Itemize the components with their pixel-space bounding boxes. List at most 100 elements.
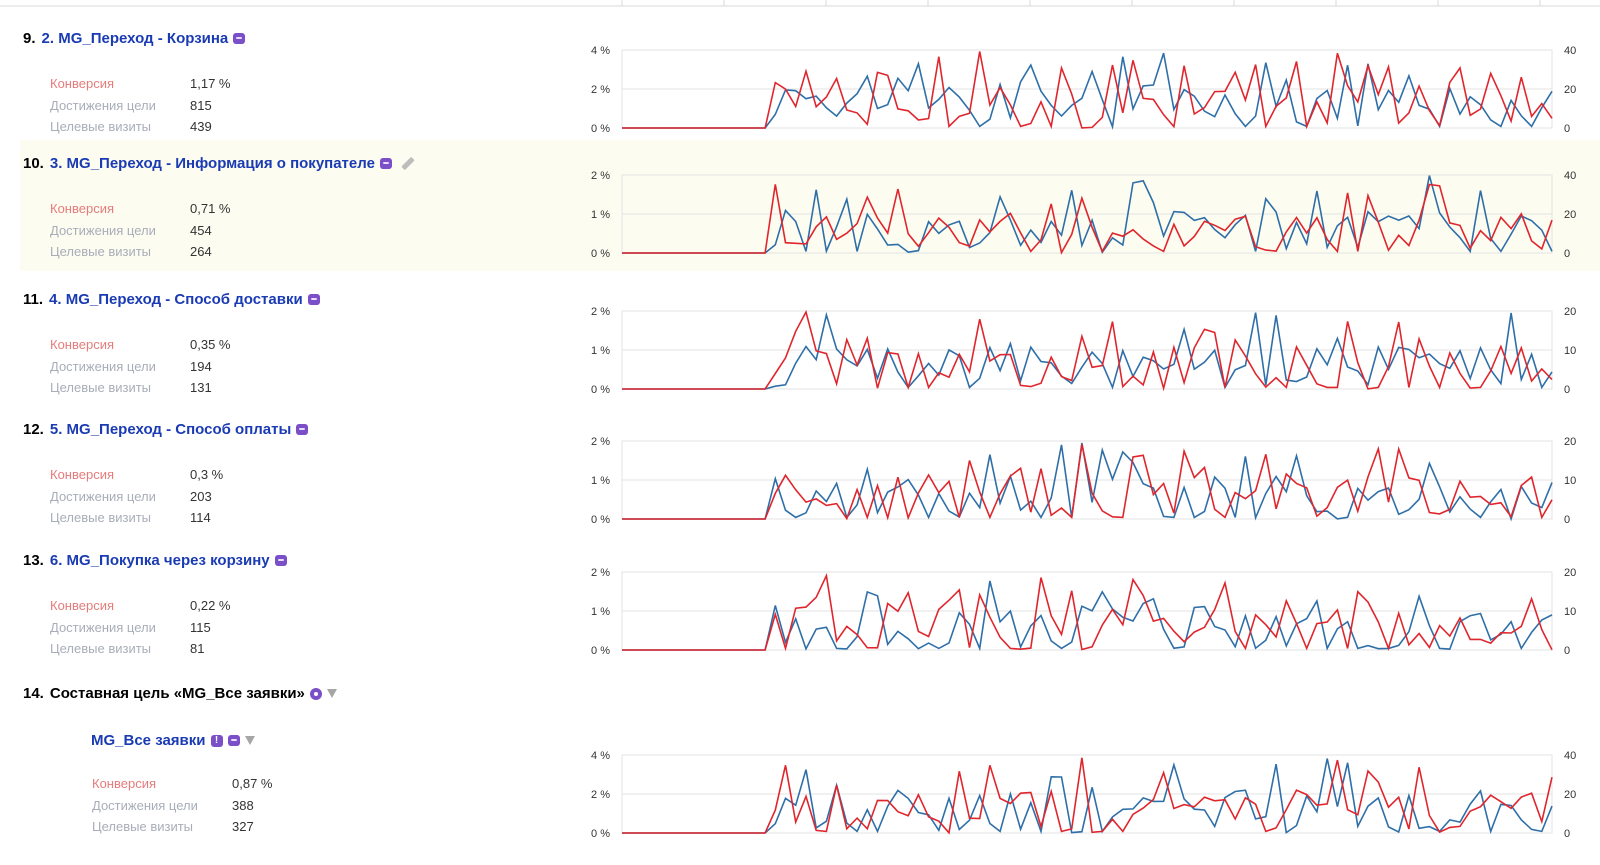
metric-value: 131 — [190, 380, 212, 395]
goal-link[interactable]: 4. MG_Переход - Способ доставки — [49, 291, 303, 308]
right-tick-label: 20 — [1564, 306, 1576, 318]
goal-row: 9. 2. MG_Переход - Корзина Конверсия 1,17 %… — [20, 15, 1600, 146]
tag-icon — [233, 33, 246, 44]
goal-index: 11. — [23, 291, 44, 308]
goal-metrics: Конверсия 1,17 % Достижения цели 815 Целевые… — [50, 73, 230, 138]
goal-row: 12. 5. MG_Переход - Способ оплаты Конверси… — [20, 406, 1600, 537]
metric-label: Конверсия — [50, 598, 115, 613]
left-tick-label: 2 % — [591, 84, 610, 96]
metric-value: 264 — [190, 244, 212, 259]
metric-label: Целевые визиты — [50, 380, 152, 395]
metric-row: Целевые визиты 439 — [50, 116, 230, 138]
metric-value: 1,17 % — [190, 76, 231, 91]
visits-series-line — [622, 442, 1553, 522]
goal-index: 9. — [23, 30, 36, 47]
right-tick-label: 0 — [1564, 123, 1570, 135]
metric-value: 454 — [190, 222, 212, 238]
right-tick-label: 0 — [1564, 828, 1570, 840]
goal-metrics: Конверсия 0,35 % Достижения цели 194 Целевые… — [50, 334, 230, 399]
metric-row: Достижения цели 454 — [50, 220, 230, 242]
metric-label: Целевые визиты — [50, 119, 152, 134]
metric-label: Конверсия — [50, 337, 115, 352]
right-tick-label: 20 — [1564, 209, 1576, 221]
goal-metrics: Конверсия 0,3 % Достижения цели 203 Целевые … — [50, 464, 223, 529]
right-tick-label: 10 — [1564, 475, 1576, 487]
left-tick-label: 0 % — [591, 248, 610, 260]
filter-icon — [244, 736, 255, 745]
conversion-series-line — [622, 573, 1553, 652]
goal-link[interactable]: 6. MG_Покупка через корзину — [49, 552, 270, 569]
left-tick-label: 2 % — [591, 170, 610, 182]
left-tick-label: 1 % — [591, 209, 610, 221]
round-goal-icon — [309, 687, 322, 700]
left-tick-label: 1 % — [591, 345, 610, 357]
goal-chart: 2 % 1 % 0 % 40 20 0 — [591, 170, 1576, 260]
metric-label: Конверсия — [50, 76, 115, 91]
metric-row: Достижения цели 388 — [92, 795, 272, 817]
sub-goal-link[interactable]: MG_Все заявки — [91, 732, 206, 749]
tag-icon — [296, 424, 309, 435]
metric-label: Конверсия — [92, 776, 157, 791]
left-tick-label: 0 % — [591, 514, 610, 526]
right-tick-label: 0 — [1564, 514, 1570, 526]
metric-value: 0,35 % — [190, 337, 231, 352]
goal-index: 10. — [23, 155, 44, 172]
metric-label: Достижения цели — [92, 797, 198, 813]
metric-row: Конверсия 0,35 % — [50, 334, 230, 356]
right-tick-label: 10 — [1564, 345, 1576, 357]
left-tick-label: 0 % — [591, 384, 610, 396]
left-tick-label: 4 % — [591, 750, 610, 762]
metric-row: Целевые визиты 327 — [92, 816, 272, 838]
goal-chart: 2 % 1 % 0 % 20 10 0 — [591, 436, 1576, 526]
metric-value: 203 — [190, 488, 212, 504]
tag-icon — [307, 294, 320, 305]
metric-label: Достижения цели — [50, 619, 156, 635]
right-tick-label: 40 — [1564, 750, 1576, 762]
exclamation-icon: ! — [210, 734, 223, 747]
metric-label: Конверсия — [50, 467, 115, 482]
goal-link[interactable]: 3. MG_Переход - Информация о покупателе — [49, 155, 375, 172]
metric-value: 115 — [190, 619, 211, 635]
metric-value: 81 — [190, 641, 205, 656]
metric-row: Конверсия 1,17 % — [50, 73, 230, 95]
left-tick-label: 0 % — [591, 828, 610, 840]
goal-link[interactable]: 5. MG_Переход - Способ оплаты — [49, 421, 292, 438]
top-timeline-rule — [0, 0, 1600, 7]
metric-value: 0,71 % — [190, 201, 231, 216]
metric-label: Целевые визиты — [50, 641, 152, 656]
conversion-series-line — [622, 757, 1553, 835]
left-tick-label: 2 % — [591, 789, 610, 801]
metric-row: Целевые визиты 114 — [50, 507, 223, 529]
conversion-series-line — [622, 444, 1553, 521]
metric-row: Конверсия 0,3 % — [50, 464, 223, 486]
metric-value: 388 — [232, 797, 254, 813]
goal-metrics: Конверсия 0,87 % Достижения цели 388 Цел… — [92, 773, 272, 838]
goal-chart: 2 % 1 % 0 % 20 10 0 — [591, 567, 1576, 657]
conversion-series-line — [622, 183, 1553, 255]
metric-label: Достижения цели — [50, 488, 156, 504]
metric-row: Достижения цели 115 — [50, 617, 230, 639]
goal-metrics: Конверсия 0,22 % Достижения цели 115 Целевые… — [50, 595, 230, 660]
left-tick-label: 1 % — [591, 606, 610, 618]
metric-row: Достижения цели 194 — [50, 356, 230, 378]
goal-index: 12. — [23, 421, 44, 438]
right-tick-label: 0 — [1564, 384, 1570, 396]
metric-label: Конверсия — [50, 201, 115, 216]
goal-row: 10. 3. MG_Переход - Информация о покупате… — [20, 140, 1600, 271]
right-tick-label: 20 — [1564, 567, 1576, 579]
metric-label: Целевые визиты — [50, 510, 152, 525]
metric-label: Достижения цели — [50, 222, 156, 238]
goal-row: 11. 4. MG_Переход - Способ доставки Конвер… — [20, 276, 1600, 407]
goal-link[interactable]: 2. MG_Переход - Корзина — [41, 30, 229, 47]
right-tick-label: 40 — [1564, 170, 1576, 182]
metric-label: Достижения цели — [50, 358, 156, 374]
metric-value: 815 — [190, 97, 212, 113]
goal-chart: 4 % 2 % 0 % 40 20 0 — [591, 45, 1576, 135]
goal-row: 13. 6. MG_Покупка через корзину Конверсия 0… — [20, 537, 1600, 668]
goal-chart: 2 % 1 % 0 % 20 10 0 — [591, 306, 1576, 396]
visits-series-line — [622, 52, 1553, 130]
goal-index: 13. — [23, 552, 44, 569]
tag-icon — [227, 735, 240, 746]
goal-metrics: Конверсия 0,71 % Достижения цели 454 Целевые… — [50, 198, 230, 263]
left-tick-label: 0 % — [591, 645, 610, 657]
